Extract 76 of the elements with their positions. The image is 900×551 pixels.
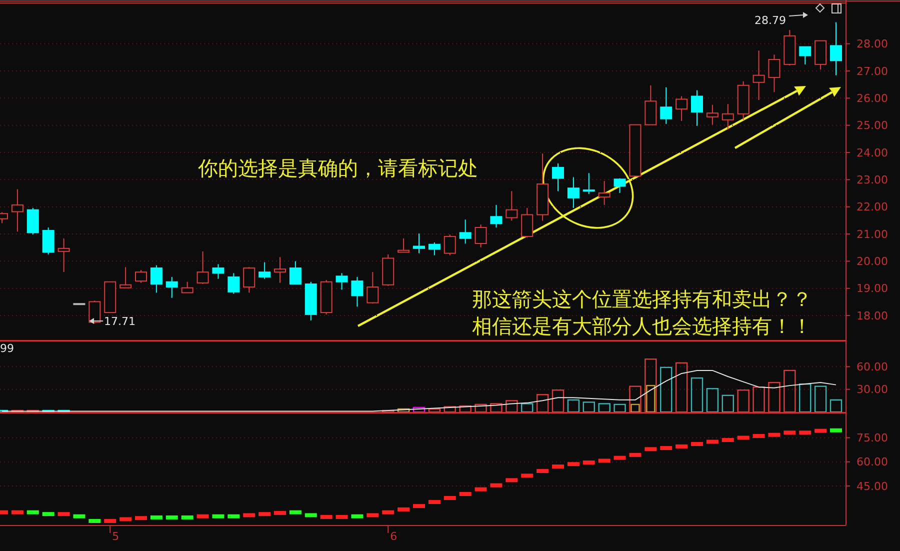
bar (536, 394, 549, 413)
bar (42, 410, 54, 413)
annotation: 那这箭头这个位置选择持有和卖出？？ (472, 287, 812, 311)
candlestick (490, 204, 502, 228)
candlestick (413, 232, 425, 254)
bar (428, 408, 441, 413)
y-tick-label: 18.00 (856, 309, 888, 322)
annotation: 相信还是有大部分人也会选择持有！！ (472, 314, 812, 338)
candlestick (166, 276, 178, 298)
annotation: 你的选择是真确的，请看标记处 (197, 156, 478, 180)
bar (26, 410, 39, 413)
bar (752, 386, 765, 413)
y-tick-label: 75.00 (856, 432, 888, 445)
bar (646, 384, 656, 413)
y-tick-label: 20.00 (856, 255, 888, 268)
bar (630, 404, 640, 413)
y-tick-label: 24.00 (856, 146, 888, 160)
candlestick (598, 180, 610, 206)
bar (722, 394, 734, 413)
bar (690, 377, 704, 413)
y-tick-label: 26.00 (856, 92, 888, 105)
y-tick-label: 22.00 (856, 200, 888, 214)
bar (474, 404, 487, 413)
candlestick (274, 256, 286, 284)
candlestick (706, 104, 718, 126)
y-tick-label: 60.00 (856, 360, 888, 374)
candlestick (752, 50, 765, 101)
y-tick-label: 27.00 (856, 64, 888, 78)
y-tick-label: 30.00 (856, 383, 888, 396)
bar (814, 386, 827, 413)
candlestick (722, 104, 734, 130)
annotation: 17.71 (104, 315, 136, 328)
candlestick (830, 22, 842, 76)
bar (737, 389, 750, 413)
bar (784, 370, 796, 413)
bar (521, 403, 534, 413)
candlestick (11, 188, 24, 232)
candlestick (536, 153, 549, 222)
candlestick (567, 176, 580, 208)
bar (830, 399, 842, 413)
bar (506, 400, 518, 413)
bar (412, 406, 426, 413)
candlestick (691, 90, 703, 126)
bar (11, 410, 24, 413)
bar (444, 406, 456, 413)
candlestick (212, 264, 224, 280)
y-tick-label: 19.00 (856, 282, 888, 296)
bar (552, 389, 564, 413)
bar (799, 383, 812, 413)
bar (614, 404, 626, 413)
y-tick-label: 21.00 (856, 228, 888, 241)
bar (567, 399, 580, 413)
bar (706, 388, 719, 413)
y-tick-label: 28.00 (856, 38, 888, 51)
y-tick-label: 45.00 (856, 480, 888, 493)
line-series (2, 370, 836, 412)
x-tick-label: 6 (390, 530, 398, 543)
bar (660, 366, 672, 413)
bar (459, 405, 472, 413)
candlestick (768, 54, 780, 93)
bar (58, 410, 70, 413)
annotation: 28.79 (754, 14, 786, 27)
bar (490, 403, 502, 413)
y-tick-label: 23.00 (856, 174, 888, 187)
x-tick-label: 5 (112, 530, 120, 543)
annotation: 99 (0, 342, 14, 355)
bar (675, 362, 688, 413)
candlestick (58, 238, 70, 273)
bar (768, 382, 780, 413)
y-tick-label: 60.00 (856, 456, 888, 469)
bar (629, 386, 642, 413)
y-tick-label: 25.00 (856, 119, 888, 132)
bar (382, 410, 394, 413)
bar (644, 358, 657, 413)
bar (582, 402, 595, 413)
bar (598, 403, 610, 413)
